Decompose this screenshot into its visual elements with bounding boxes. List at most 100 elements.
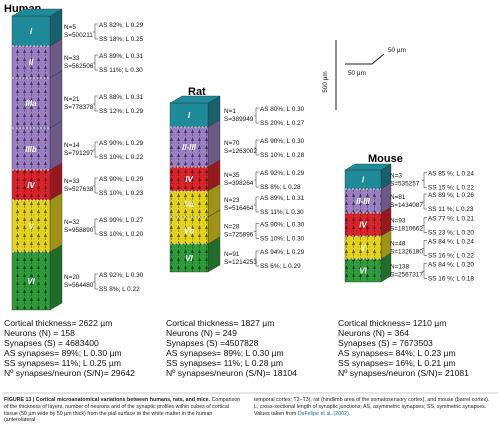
layer-as-synapses: AS 90%; L 0.29 <box>99 140 144 147</box>
scale-bar-box <box>345 53 385 65</box>
layer-synapse-count: S=2567317 <box>390 272 423 279</box>
caption-label: FIGURE 13 | Cortical microanatomical var… <box>4 397 211 403</box>
layer-neuron-count: N=33 <box>64 178 80 185</box>
layer-synapse-count: S=1214253 <box>224 259 257 266</box>
layer-neurons <box>12 128 50 170</box>
layer-human-1: II N=33S=562506 AS 89%; L 0.31 SS 11%; L 0.… <box>11 38 144 79</box>
layer-neuron-count: N=20 <box>64 274 80 281</box>
layer-as-synapses: AS 90%; L 0.27 <box>99 217 144 224</box>
layer-side-face <box>207 119 221 168</box>
layer-as-synapses: AS 90%; L 0.30 <box>260 222 305 229</box>
layer-neuron-count: N=23 <box>224 197 240 204</box>
layer-label: I <box>30 27 33 36</box>
summary-mouse-line: AS synapses= 84%; L 0.23 µm <box>338 348 456 358</box>
layer-front-face <box>169 102 209 128</box>
layer-label: IV <box>185 175 193 184</box>
layer-synapse-count: S=500211 <box>64 32 93 39</box>
layer-neurons <box>12 46 50 78</box>
layer-synapse-count: S=562506 <box>64 63 94 70</box>
layer-neurons <box>345 236 381 259</box>
summary-rat-line: Synapses (S) =4507828 <box>166 338 259 348</box>
layer-neurons <box>12 78 50 128</box>
layer-synapse-count: S=389949 <box>224 116 254 123</box>
layer-neurons <box>345 259 381 282</box>
layer-ss-synapses: SS 6%; L 0.29 <box>260 263 301 270</box>
layer-side-face <box>49 70 63 129</box>
annotation-bracket <box>254 223 259 239</box>
caption-right-column: temporal cortex; T2–T3), rat (hindlimb a… <box>254 397 492 417</box>
layer-mouse-2: IV N=93S=1810662 AS 77 %; L 0.21 SS 23 %; L… <box>344 206 474 237</box>
layer-as-synapses: AS 84 %; L 0.24 <box>428 239 474 246</box>
summary-human-line: Cortical thickness= 2622 µm <box>4 318 112 328</box>
species-title-mouse: Mouse <box>368 153 403 165</box>
layer-label: Va <box>184 200 194 209</box>
annotation-bracket <box>422 217 427 233</box>
annotation-bracket <box>93 177 98 194</box>
layer-label: IV <box>27 181 35 190</box>
annotation-bracket <box>254 107 259 124</box>
layer-ss-synapses: SS 16 %; L 0.22 <box>428 253 474 260</box>
caption-reference-link[interactable]: DeFelipe et al. (2002). <box>297 410 351 417</box>
layer-human-4: IV N=33S=527638 AS 90%; L 0.29 SS 10%; L 0.… <box>11 162 144 201</box>
summary-mouse-line: SS synapses= 16%; L 0.21 µm <box>338 358 456 368</box>
layer-neurons <box>170 127 208 167</box>
layer-neuron-count: N=35 <box>224 172 240 179</box>
scale-bar: 500 µm 50 µm 50 µm <box>322 40 406 110</box>
layer-label: Vb <box>184 227 194 236</box>
layer-human-6: VI N=20S=564480 AS 92%; L 0.30 SS 8%; L 0.2… <box>11 244 144 311</box>
column-rat: I N=1S=389949 AS 80%; L 0.30 SS 20%; L 0.27… <box>169 95 305 273</box>
layer-side-face <box>49 192 63 253</box>
layer-synapse-count: S=725896 <box>224 232 254 239</box>
layer-synapse-count: S=1434087 <box>390 202 423 209</box>
layer-as-synapses: AS 90%; L 0.29 <box>99 176 144 183</box>
layer-neuron-count: N=70 <box>224 140 240 147</box>
summary-rat-line: AS synapses= 89%; L 0.30 µm <box>166 348 284 358</box>
annotation-bracket <box>422 263 427 279</box>
scale-bar-horizontal-label-2: 50 µm <box>388 47 406 54</box>
layer-neurons <box>170 217 208 244</box>
column-top-face <box>169 95 221 104</box>
summary-rat-line: Neurons (N) = 249 <box>166 328 237 338</box>
layer-ss-synapses: SS 10%; L 0.23 <box>99 190 144 197</box>
layer-neuron-count: N=93 <box>390 218 406 225</box>
layer-label: V <box>360 244 366 253</box>
layer-ss-synapses: SS 10%; L 0.28 <box>260 152 305 159</box>
layer-neuron-count: N=28 <box>224 224 240 231</box>
layer-neurons <box>170 244 208 272</box>
layer-ss-synapses: SS 10%; L 0.30 <box>260 236 305 243</box>
layer-human-0: I N=5S=500211 AS 82%; L 0.29 SS 18%; L 0.25 <box>11 8 144 47</box>
layer-ss-synapses: SS 16 %; L 0.18 <box>428 276 474 283</box>
layer-neuron-count: N=138 <box>390 264 409 271</box>
layer-neuron-count: N=5 <box>64 24 76 31</box>
cortical-columns: I N=5S=500211 AS 82%; L 0.29 SS 18%; L 0.25… <box>11 8 474 311</box>
layer-neuron-count: N=48 <box>390 241 406 248</box>
layer-side-face <box>49 120 63 171</box>
scale-bar-vertical-label: 500 µm <box>322 71 329 92</box>
layer-ss-synapses: SS 20%; L 0.27 <box>260 120 305 127</box>
layer-neuron-count: N=81 <box>390 194 406 201</box>
layer-ss-synapses: SS 18%; L 0.25 <box>99 36 144 43</box>
layer-as-synapses: AS 89 %; L 0.26 <box>428 192 474 199</box>
layer-as-synapses: AS 92%; L 0.29 <box>260 170 305 177</box>
layer-ss-synapses: SS 10%; L 0.22 <box>99 154 144 161</box>
annotation-bracket <box>254 196 259 213</box>
annotation-bracket <box>93 141 98 158</box>
layer-neurons <box>12 170 50 200</box>
layer-neuron-count: N=3 <box>390 173 402 180</box>
caption-body-right: temporal cortex; T2–T3), rat (hindlimb a… <box>254 397 490 417</box>
layer-neurons <box>345 213 381 236</box>
summary-rat-line: Cortical thickness= 1827 µm <box>166 318 274 328</box>
layer-as-synapses: AS 92%; L 0.30 <box>99 272 144 279</box>
summary-mouse-line: Synapses (S) = 7673503 <box>338 338 433 348</box>
layer-human-2: IIIa N=21S=778378 AS 88%; L 0.31 SS 12%; L … <box>11 70 144 129</box>
annotation-bracket <box>93 54 98 71</box>
species-title-rat: Rat <box>188 86 206 98</box>
layer-synapse-count: S=778378 <box>64 104 94 111</box>
layer-neuron-count: N=32 <box>64 219 80 226</box>
annotation-bracket <box>422 172 427 188</box>
layer-side-face <box>49 244 63 311</box>
layer-label: II-III <box>182 143 197 152</box>
layer-label: I <box>362 176 365 185</box>
